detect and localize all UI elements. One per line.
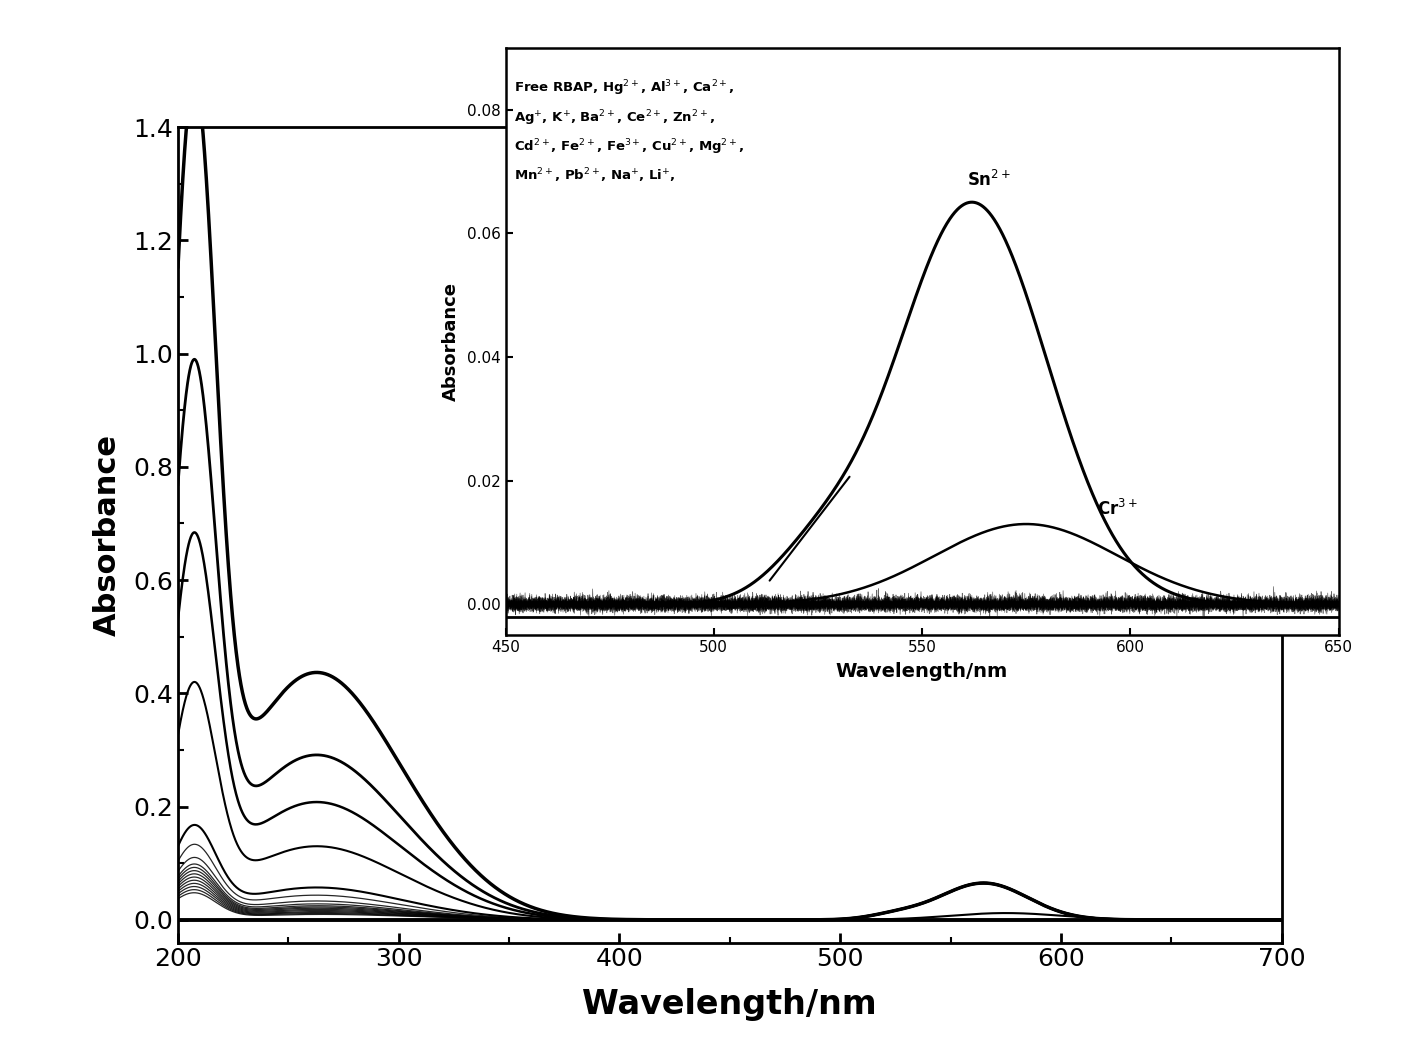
- Text: Cr$^{3+}$: Cr$^{3+}$: [1096, 499, 1138, 519]
- Y-axis label: Absorbance: Absorbance: [441, 282, 460, 401]
- Text: Free RBAP, Hg$^{2+}$, Al$^{3+}$, Ca$^{2+}$,
Ag$^{+}$, K$^{+}$, Ba$^{2+}$, Ce$^{2: Free RBAP, Hg$^{2+}$, Al$^{3+}$, Ca$^{2+…: [514, 78, 745, 185]
- Y-axis label: Absorbance: Absorbance: [93, 434, 122, 635]
- Text: Sn$^{2+}$: Sn$^{2+}$: [967, 169, 1011, 190]
- X-axis label: Wavelength/nm: Wavelength/nm: [836, 662, 1008, 681]
- X-axis label: Wavelength/nm: Wavelength/nm: [582, 988, 877, 1021]
